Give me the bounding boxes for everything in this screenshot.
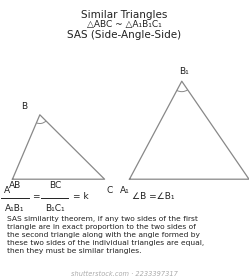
Text: Similar Triangles: Similar Triangles: [81, 10, 168, 20]
Text: SAS (Side-Angle-Side): SAS (Side-Angle-Side): [67, 30, 182, 40]
Text: △ABC ~ △A₁B₁C₁: △ABC ~ △A₁B₁C₁: [87, 20, 162, 29]
Text: shutterstock.com · 2233397317: shutterstock.com · 2233397317: [71, 271, 178, 277]
Text: SAS similarity theorem, if any two sides of the first
triangle are in exact prop: SAS similarity theorem, if any two sides…: [7, 216, 205, 254]
Text: BC: BC: [49, 181, 61, 190]
Text: ∠B =∠B₁: ∠B =∠B₁: [132, 192, 175, 201]
Text: A: A: [4, 186, 10, 195]
Text: =: =: [32, 192, 40, 201]
Text: C: C: [106, 186, 113, 195]
Text: B₁C₁: B₁C₁: [45, 204, 64, 213]
Text: = k: = k: [73, 192, 89, 201]
Text: AB: AB: [9, 181, 21, 190]
Text: A₁: A₁: [120, 186, 129, 195]
Text: A₁B₁: A₁B₁: [5, 204, 25, 213]
Text: B₁: B₁: [179, 67, 189, 76]
Text: B: B: [21, 102, 27, 111]
